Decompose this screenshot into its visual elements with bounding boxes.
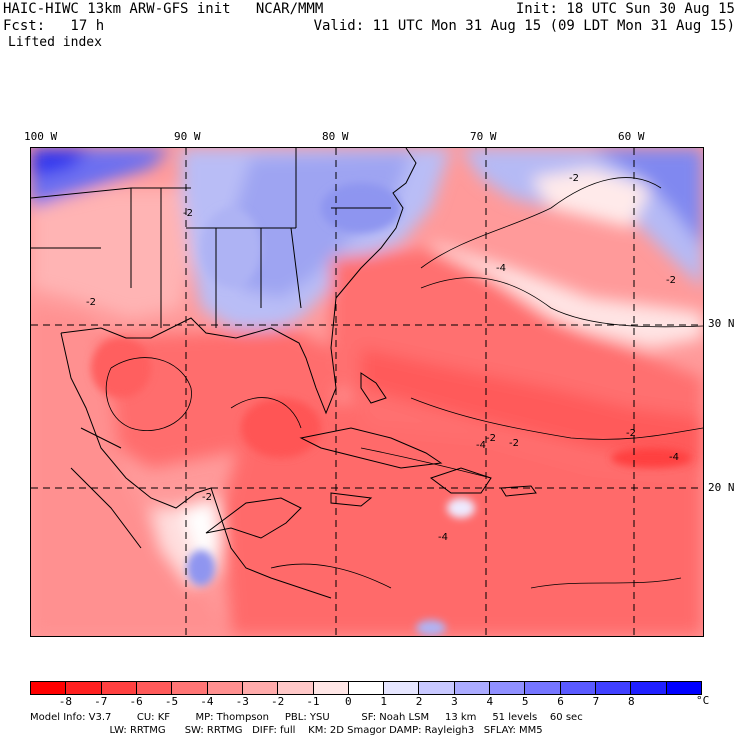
- model-info-line1: Model Info: V3.7 CU: KF MP: Thompson PBL…: [30, 712, 583, 723]
- colorbar-tick-label: 2: [415, 695, 423, 708]
- colorbar-tick-label: -4: [200, 695, 214, 708]
- colorbar-tick-label: 1: [380, 695, 387, 708]
- colorbar-tick-label: 6: [557, 695, 564, 708]
- colorbar-swatch: [101, 682, 137, 694]
- colorbar-swatch: [384, 682, 420, 694]
- colorbar-swatch: [525, 682, 561, 694]
- contour-label: -2: [569, 173, 579, 184]
- colorbar-swatch: [348, 682, 385, 694]
- colorbar-swatch: [66, 682, 102, 694]
- colorbar-tick-label: -8: [58, 695, 72, 708]
- colorbar-swatch: [596, 682, 632, 694]
- colorbar-tick-label: 5: [521, 695, 529, 708]
- colorbar-tick-label: 8: [627, 695, 635, 708]
- map-canvas: -2 -4 -2 -2 -4 -2 -4 -2 -4 -2 -2 -2: [31, 148, 703, 636]
- colorbar-swatch: [419, 682, 455, 694]
- colorbar-tick-label: -1: [306, 695, 320, 708]
- colorbar-tick-label: -7: [94, 695, 108, 708]
- colorbar-swatch: [490, 682, 526, 694]
- lifted-index-map: -2 -4 -2 -2 -4 -2 -4 -2 -4 -2 -2 -2: [30, 147, 704, 637]
- colorbar-tick-label: 7: [592, 695, 600, 708]
- lon-label-80w: 80 W: [322, 130, 349, 143]
- contour-labels: -2 -4 -2 -2 -4 -2 -4 -2 -4 -2 -2 -2: [86, 173, 679, 543]
- contours: [105, 177, 703, 589]
- contour-label: -2: [183, 208, 193, 219]
- contour-label: -4: [496, 263, 506, 274]
- colorbar-tick-label: -2: [270, 695, 285, 708]
- model-info-line2: LW: RRTMG SW: RRTMG DIFF: full KM: 2D Sm…: [30, 725, 543, 736]
- colorbar-tick-label: -6: [129, 695, 143, 708]
- contour-label: -2: [509, 438, 519, 449]
- colorbar-swatch: [242, 682, 279, 694]
- colorbar-ticks: -8 -7 -6 -5 -4 -3 -2 -1 0 1 2 3 4 5 6 7 8: [30, 696, 702, 709]
- colorbar-tick-label: 3: [451, 695, 458, 708]
- colorbar: [30, 681, 702, 695]
- model-title: HAIC-HIWC 13km ARW-GFS init NCAR/MMM: [3, 1, 324, 17]
- lon-label-60w: 60 W: [618, 130, 645, 143]
- lat-label-20n: 20 N: [708, 481, 735, 494]
- coastlines: [31, 148, 537, 599]
- lat-lon-grid: [31, 148, 703, 636]
- colorbar-swatch: [278, 682, 314, 694]
- contour-label: -4: [669, 452, 679, 463]
- colorbar-swatch: [31, 682, 67, 694]
- contour-label: -2: [486, 433, 496, 444]
- colorbar-swatch: [454, 682, 491, 694]
- valid-time: Valid: 11 UTC Mon 31 Aug 15 (09 LDT Mon …: [313, 18, 735, 34]
- colorbar-swatch: [172, 682, 208, 694]
- colorbar-tick-label: -3: [235, 695, 249, 708]
- colorbar-swatch: [207, 682, 243, 694]
- lon-label-90w: 90 W: [174, 130, 201, 143]
- colorbar-swatch: [631, 682, 667, 694]
- colorbar-tick-label: 0: [345, 695, 352, 708]
- init-time: Init: 18 UTC Sun 30 Aug 15: [515, 1, 735, 17]
- forecast-hour: Fcst: 17 h: [3, 18, 105, 34]
- contour-label: -2: [626, 428, 636, 439]
- colorbar-swatch: [560, 682, 596, 694]
- field-name: Lifted index: [8, 35, 102, 50]
- lon-label-100w: 100 W: [24, 130, 58, 143]
- colorbar-swatch: [666, 682, 701, 694]
- colorbar-unit: °C: [696, 694, 710, 707]
- contour-label: -2: [666, 275, 676, 286]
- contour-label: -4: [438, 532, 448, 543]
- contour-label: -2: [86, 297, 96, 308]
- colorbar-tick-label: 4: [486, 695, 494, 708]
- lat-label-30n: 30 N: [708, 317, 735, 330]
- lon-label-70w: 70 W: [470, 130, 497, 143]
- colorbar-tick-label: -5: [164, 695, 179, 708]
- colorbar-swatch: [136, 682, 173, 694]
- colorbar-swatch: [313, 682, 349, 694]
- contour-label: -2: [202, 492, 212, 503]
- contour-label: -4: [476, 440, 486, 451]
